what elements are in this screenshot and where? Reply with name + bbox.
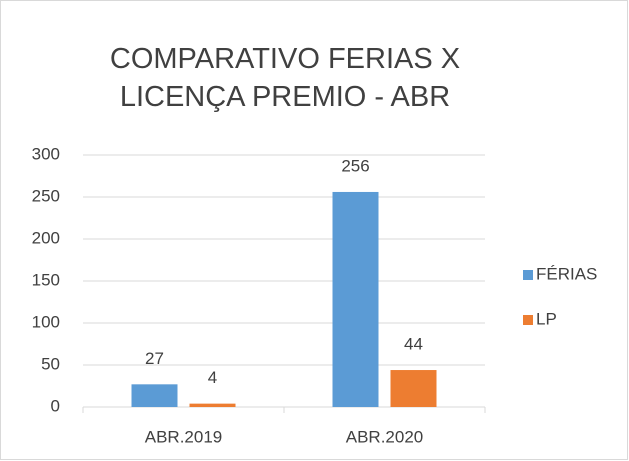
data-label: 27: [145, 349, 164, 368]
bar: [131, 384, 178, 407]
y-tick-label: 150: [32, 270, 60, 289]
legend-swatch: [523, 270, 533, 280]
legend-swatch: [523, 315, 533, 325]
bar: [390, 370, 437, 407]
data-label: 256: [341, 156, 369, 175]
bar: [189, 403, 236, 407]
y-tick-label: 250: [32, 186, 60, 205]
data-label: 4: [208, 368, 217, 387]
legend-label: LP: [536, 309, 557, 328]
y-tick-label: 200: [32, 228, 60, 247]
chart-title: COMPARATIVO FERIAS X LICENÇA PREMIO - AB…: [109, 43, 461, 113]
y-tick-label: 50: [41, 354, 60, 373]
y-tick-label: 0: [51, 396, 60, 415]
y-tick-label: 300: [32, 144, 60, 163]
x-tick-label: ABR.2019: [145, 427, 223, 446]
legend-label: FÉRIAS: [536, 264, 597, 283]
y-tick-label: 100: [32, 312, 60, 331]
x-tick-label: ABR.2020: [346, 427, 424, 446]
data-label: 44: [404, 335, 423, 354]
bar: [332, 191, 379, 407]
